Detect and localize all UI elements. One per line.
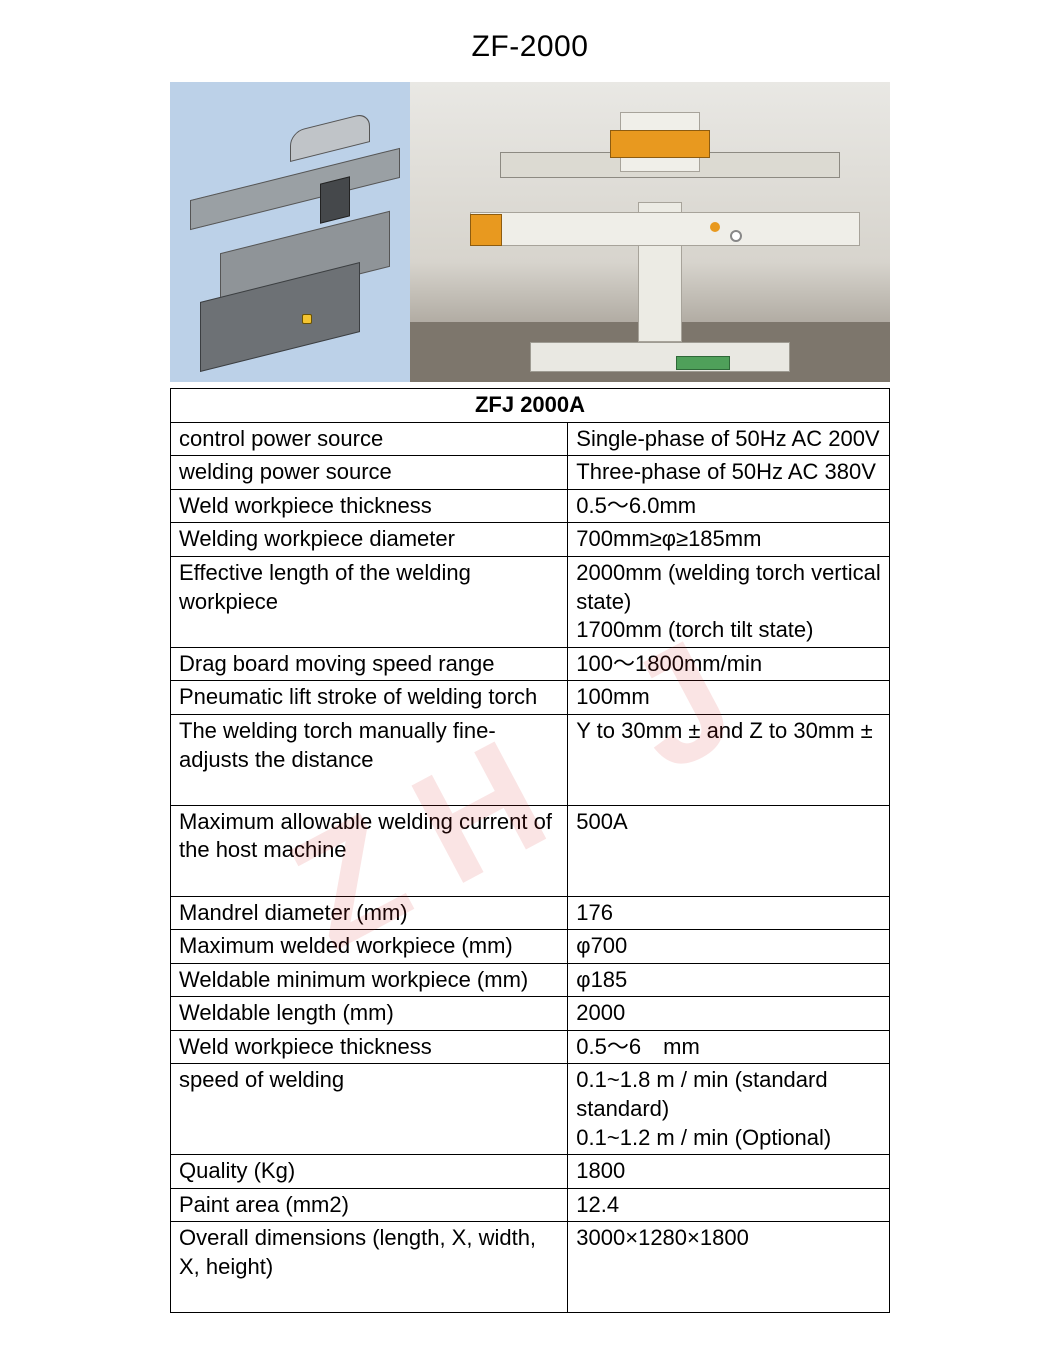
spec-label: welding power source bbox=[171, 456, 568, 490]
spec-label: Maximum allowable welding current of the… bbox=[171, 805, 568, 896]
table-row: Paint area (mm2)12.4 bbox=[171, 1188, 890, 1222]
table-row: The welding torch manually fine-adjusts … bbox=[171, 714, 890, 805]
spec-value: 0.1~1.8 m / min (standard standard)0.1~1… bbox=[568, 1064, 890, 1155]
table-row: Weldable minimum workpiece (mm)φ185 bbox=[171, 963, 890, 997]
spec-table: ZFJ 2000A control power sourceSingle-pha… bbox=[170, 388, 890, 1313]
table-row: speed of welding0.1~1.8 m / min (standar… bbox=[171, 1064, 890, 1155]
spec-value: 0.5～6.0mm bbox=[568, 489, 890, 523]
spec-value: 176 bbox=[568, 896, 890, 930]
table-row: Weld workpiece thickness0.5～6.0mm bbox=[171, 489, 890, 523]
spec-label: control power source bbox=[171, 422, 568, 456]
page-title: ZF-2000 bbox=[70, 30, 990, 64]
table-row: Weld workpiece thickness0.5～6 mm bbox=[171, 1030, 890, 1064]
product-image-row bbox=[170, 82, 890, 382]
spec-label: Effective length of the welding workpiec… bbox=[171, 556, 568, 647]
spec-label: Welding workpiece diameter bbox=[171, 523, 568, 557]
spec-table-body: control power sourceSingle-phase of 50Hz… bbox=[171, 422, 890, 1313]
spec-label: Mandrel diameter (mm) bbox=[171, 896, 568, 930]
spec-value: 500A bbox=[568, 805, 890, 896]
table-row: control power sourceSingle-phase of 50Hz… bbox=[171, 422, 890, 456]
table-row: Quality (Kg)1800 bbox=[171, 1155, 890, 1189]
spec-value: 2000 bbox=[568, 997, 890, 1031]
product-photo-image bbox=[410, 82, 890, 382]
spec-table-header: ZFJ 2000A bbox=[171, 389, 890, 423]
table-row: Effective length of the welding workpiec… bbox=[171, 556, 890, 647]
spec-label: Weldable minimum workpiece (mm) bbox=[171, 963, 568, 997]
spec-value: 100mm bbox=[568, 681, 890, 715]
spec-label: Weld workpiece thickness bbox=[171, 1030, 568, 1064]
spec-label: Quality (Kg) bbox=[171, 1155, 568, 1189]
table-row: Drag board moving speed range100～1800mm/… bbox=[171, 647, 890, 681]
cad-render-image bbox=[170, 82, 410, 382]
spec-value: 700mm≥φ≥185mm bbox=[568, 523, 890, 557]
spec-value: Three-phase of 50Hz AC 380V bbox=[568, 456, 890, 490]
spec-value: Y to 30mm ± and Z to 30mm ± bbox=[568, 714, 890, 805]
spec-value: 12.4 bbox=[568, 1188, 890, 1222]
spec-label: speed of welding bbox=[171, 1064, 568, 1155]
spec-label: Maximum welded workpiece (mm) bbox=[171, 930, 568, 964]
spec-label: Paint area (mm2) bbox=[171, 1188, 568, 1222]
spec-label: Drag board moving speed range bbox=[171, 647, 568, 681]
table-row: Welding workpiece diameter700mm≥φ≥185mm bbox=[171, 523, 890, 557]
spec-value: 1800 bbox=[568, 1155, 890, 1189]
spec-value: 0.5～6 mm bbox=[568, 1030, 890, 1064]
table-row: Maximum welded workpiece (mm)φ700 bbox=[171, 930, 890, 964]
spec-label: Weld workpiece thickness bbox=[171, 489, 568, 523]
spec-value: Single-phase of 50Hz AC 200V bbox=[568, 422, 890, 456]
spec-value: φ185 bbox=[568, 963, 890, 997]
spec-label: Weldable length (mm) bbox=[171, 997, 568, 1031]
table-row: welding power sourceThree-phase of 50Hz … bbox=[171, 456, 890, 490]
table-row: Mandrel diameter (mm)176 bbox=[171, 896, 890, 930]
spec-label: The welding torch manually fine-adjusts … bbox=[171, 714, 568, 805]
spec-value: 100～1800mm/min bbox=[568, 647, 890, 681]
table-row: Weldable length (mm)2000 bbox=[171, 997, 890, 1031]
table-row: Maximum allowable welding current of the… bbox=[171, 805, 890, 896]
spec-value: 2000mm (welding torch vertical state)170… bbox=[568, 556, 890, 647]
page: ZF-2000 bbox=[0, 0, 1060, 1353]
spec-label: Pneumatic lift stroke of welding torch bbox=[171, 681, 568, 715]
spec-value: φ700 bbox=[568, 930, 890, 964]
table-row: Pneumatic lift stroke of welding torch10… bbox=[171, 681, 890, 715]
